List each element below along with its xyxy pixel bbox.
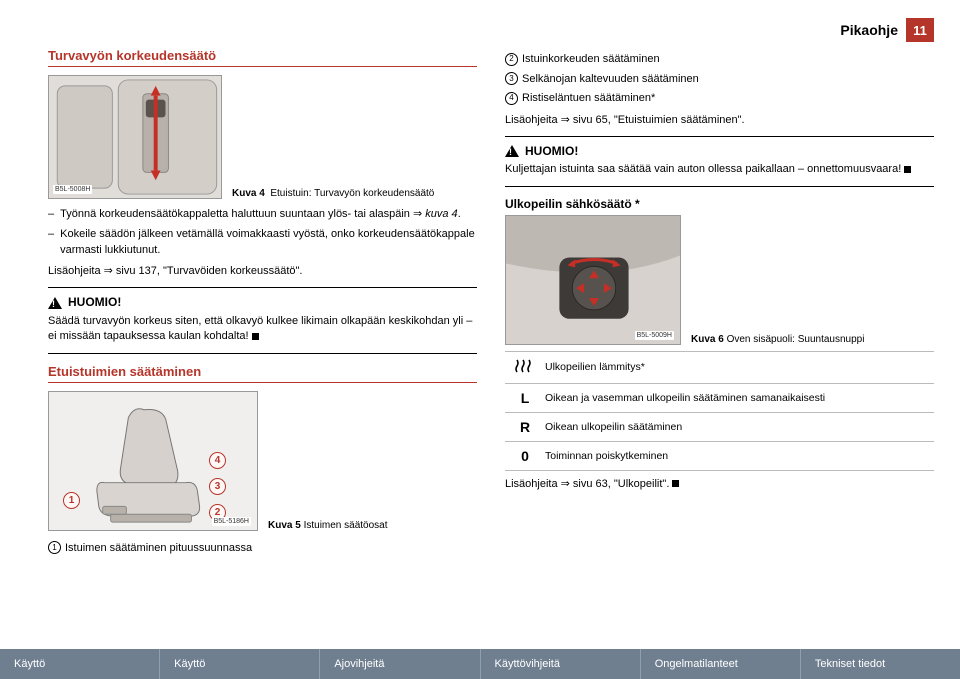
fig6-label: Kuva 6 [691,334,724,345]
more3-txt: Lisäohjeita ⇒ sivu 63, "Ulkopeilit". [505,478,669,490]
seat-desc-4: 4 Ristiseläntuen säätäminen* [505,90,934,107]
huomio1-body: Säädä turvavyön korkeus siten, että olka… [48,315,472,342]
section-etuistuimet-title: Etuistuimien säätäminen [48,364,477,383]
end-square-icon [904,166,911,173]
mirror-table: Ulkopeilien lämmitys* L Oikean ja vasemm… [505,351,934,471]
more-info-3: Lisäohjeita ⇒ sivu 63, "Ulkopeilit". [505,477,934,490]
heat-icon [505,358,545,377]
figure-5-caption: Kuva 5 Istuimen säätöosat [268,520,477,537]
seat-desc-2: 2 Istuinkorkeuden säätäminen [505,51,934,68]
seat-desc-3: 3 Selkänojan kaltevuuden säätäminen [505,71,934,88]
footer-tab[interactable]: Käyttövihjeitä [480,649,640,679]
warning-icon [505,145,519,157]
left-column: Turvavyön korkeudensäätö B5L-5008H [48,48,477,559]
tbl-txt-2: Oikean ulkopeilin säätäminen [545,421,934,433]
more-info-2: Lisäohjeita ⇒ sivu 65, "Etuistuimien sää… [505,113,934,126]
seat-desc-3-txt: Selkänojan kaltevuuden säätäminen [522,73,699,85]
circ-1: 1 [48,541,61,554]
fig5-text: Istuimen säätöosat [304,520,388,531]
figure-6-tag: B5L-5009H [635,331,674,340]
fig6-text: Oven sisäpuoli: Suuntausnuppi [727,334,865,345]
tbl-ico-0: 0 [505,448,545,464]
footer-tab[interactable]: Tekniset tiedot [800,649,960,679]
huomio-box-2: HUOMIO! Kuljettajan istuinta saa säätää … [505,136,934,187]
seat-desc-4-txt: Ristiseläntuen säätäminen* [522,92,655,104]
more-info-1: Lisäohjeita ⇒ sivu 137, "Turvavöiden kor… [48,264,477,277]
footer-tab[interactable]: Ajovihjeitä [319,649,479,679]
bullet-1: Työnnä korkeudensäätökappaletta haluttuu… [48,207,477,222]
footer-tab[interactable]: Käyttö [0,649,159,679]
footer-tab[interactable]: Ongelmatilanteet [640,649,800,679]
figure-5: 1 2 3 4 B5L-5186H [48,391,258,531]
bullet1-text: Työnnä korkeudensäätökappaletta haluttuu… [60,208,425,220]
seat-desc-1-txt: Istuimen säätäminen pituussuunnassa [65,542,252,554]
figure-4: B5L-5008H [48,75,222,199]
huomio1-head: HUOMIO! [68,294,121,311]
seat-callout-4: 4 [209,452,226,469]
figure-6-caption: Kuva 6 Oven sisäpuoli: Suuntausnuppi [691,334,934,345]
seat-desc-1: 1 Istuimen säätäminen pituussuunnassa [48,540,477,557]
circ-3: 3 [505,72,518,85]
warning-icon [48,297,62,309]
huomio2-body: Kuljettajan istuinta saa säätää vain aut… [505,163,901,175]
bullet1-ref: kuva 4 [425,208,457,220]
seat-desc-2-txt: Istuinkorkeuden säätäminen [522,53,660,65]
table-row: L Oikean ja vasemman ulkopeilin säätämin… [505,383,934,412]
end-square-icon [252,333,259,340]
table-row: 0 Toiminnan poiskytkeminen [505,441,934,471]
fig4-text: Etuistuin: Turvavyön korkeudensäätö [270,188,434,199]
figure-6: B5L-5009H [505,215,681,345]
bullet-2: Kokeile säädön jälkeen vetämällä voimakk… [48,227,477,258]
footer-tabs: Käyttö Käyttö Ajovihjeitä Käyttövihjeitä… [0,649,960,679]
footer-tab[interactable]: Käyttö [159,649,319,679]
section-ulkopeilit-title: Ulkopeilin sähkösäätö * [505,197,934,211]
tbl-ico-R: R [505,419,545,435]
table-row: R Oikean ulkopeilin säätäminen [505,412,934,441]
page-header: Pikaohje 11 [48,18,934,42]
huomio2-head: HUOMIO! [525,143,578,160]
bullet2-text: Kokeile säädön jälkeen vetämällä voimakk… [60,227,477,258]
tbl-txt-0: Ulkopeilien lämmitys* [545,361,934,373]
figure-5-tag: B5L-5186H [212,517,251,526]
figure-4-tag: B5L-5008H [53,185,92,194]
huomio-box-1: HUOMIO! Säädä turvavyön korkeus siten, e… [48,287,477,354]
circ-2: 2 [505,53,518,66]
fig4-label: Kuva 4 [232,188,265,199]
tbl-ico-L: L [505,390,545,406]
tbl-txt-1: Oikean ja vasemman ulkopeilin säätäminen… [545,392,934,404]
seat-callout-1: 1 [63,492,80,509]
table-row: Ulkopeilien lämmitys* [505,351,934,383]
right-column: 2 Istuinkorkeuden säätäminen 3 Selkänojan … [505,48,934,559]
seat-callout-3: 3 [209,478,226,495]
header-title: Pikaohje [840,22,898,38]
fig5-label: Kuva 5 [268,520,301,531]
tbl-txt-3: Toiminnan poiskytkeminen [545,450,934,462]
page-number: 11 [906,18,934,42]
circ-4: 4 [505,92,518,105]
figure-4-caption: Kuva 4 Etuistuin: Turvavyön korkeudensää… [232,188,477,199]
section-turvavyo-title: Turvavyön korkeudensäätö [48,48,477,67]
bullet1-after: . [458,208,461,220]
end-square-icon [672,480,679,487]
